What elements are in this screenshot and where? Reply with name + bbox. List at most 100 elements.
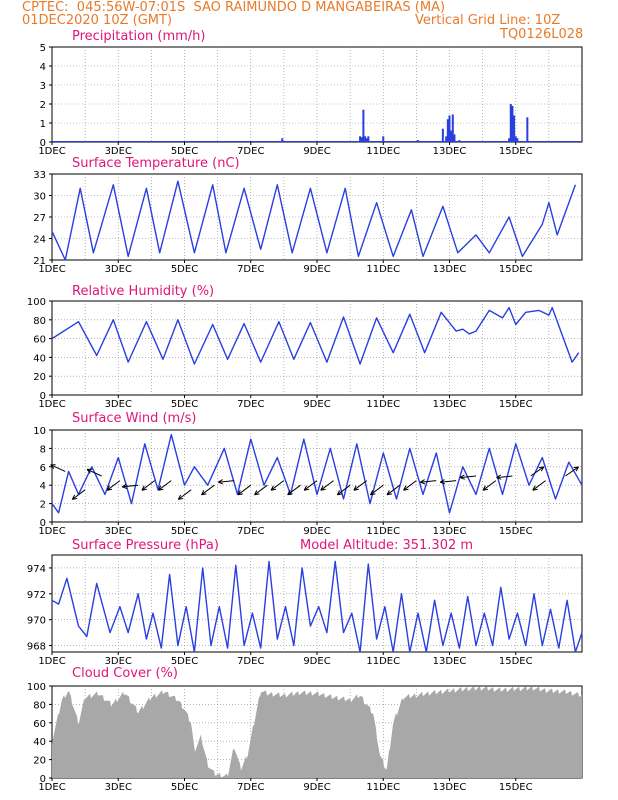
pressure-line [51,560,583,653]
wind-xtick-label: 5DEC [171,526,198,537]
rh-ytick-label: 0 [40,391,46,402]
wind-xtick-label: 3DEC [105,526,132,537]
precip-xtick-label: 5DEC [171,146,198,157]
precip-xtick-label: 11DEC [366,146,400,157]
precip-bar [451,114,454,142]
precip-ytick-label: 0 [40,138,46,149]
temp-xtick-label: 5DEC [171,264,198,275]
header-model-id: TQ0126L028 [500,27,584,42]
cloud-xtick-label: 9DEC [303,782,330,793]
cloud-xtick-label: 13DEC [433,782,467,793]
rh-ytick-label: 80 [33,316,46,327]
pressure-xtick-label: 15DEC [499,656,533,667]
temp-ytick-label: 30 [33,192,46,203]
header-location: CPTEC: 045:56W-07:01S SAO RAIMUNDO D MAN… [22,0,446,15]
wind-ytick-label: 10 [33,426,46,437]
wind-arrow [50,464,66,472]
precip-bar [382,136,385,142]
cloud-xtick-label: 5DEC [171,782,198,793]
rh-xtick-label: 9DEC [303,399,330,410]
precip-xtick-label: 7DEC [237,146,264,157]
precip-ytick-label: 5 [40,43,46,54]
precip-bar [359,136,362,142]
precip-title: Precipitation (mm/h) [72,29,205,44]
wind-arrow [177,489,192,500]
pressure-ytick-label: 968 [27,642,46,653]
wind-arrow [121,483,139,489]
pressure-ytick-label: 970 [27,616,46,627]
rh-ytick-label: 40 [33,353,46,364]
precip-bar [453,134,456,142]
wind-arrow [386,484,401,496]
precip-xtick-label: 3DEC [105,146,132,157]
header-date: 01DEC2020 10Z (GMT) [22,13,173,28]
cloud-ytick-label: 20 [33,756,46,767]
precip-bar [508,138,511,142]
wind-arrow [565,466,579,477]
temp-xtick-label: 9DEC [303,264,330,275]
wind-arrow [71,489,86,500]
cloud-ytick-label: 60 [33,719,46,730]
precip-xtick-label: 15DEC [499,146,533,157]
temp-xtick-label: 11DEC [366,264,400,275]
wind-arrow [482,480,497,491]
wind-xtick-label: 7DEC [237,526,264,537]
cloud-title: Cloud Cover (%) [72,666,178,681]
rh-title: Relative Humidity (%) [72,284,214,299]
wind-line [51,433,583,514]
wind-arrow [106,480,121,491]
wind-arrow [270,480,285,491]
rh-xtick-label: 11DEC [366,399,400,410]
wind-ytick-label: 0 [40,518,46,529]
rh-xtick-label: 15DEC [499,399,533,410]
wind-arrow [530,466,545,477]
precip-ytick-label: 2 [40,100,46,111]
precip-bar [450,130,453,142]
precip-bar [513,115,516,142]
wind-arrow [86,468,102,477]
precip-bar [516,138,519,142]
temp-title: Surface Temperature (nC) [72,156,240,171]
wind-arrow [287,484,301,496]
wind-arrow [158,480,172,491]
temp-xtick-label: 7DEC [237,264,264,275]
rh-xtick-label: 13DEC [433,399,467,410]
wind-title: Surface Wind (m/s) [72,411,196,426]
cloud-ytick-label: 0 [40,774,46,785]
wind-arrow [303,480,318,491]
cloud-xtick-label: 15DEC [499,782,533,793]
temp-ytick-label: 33 [33,170,46,181]
temp-xtick-label: 1DEC [38,264,65,275]
cloud-xtick-label: 7DEC [237,782,264,793]
precip-bar [364,136,367,142]
pressure-ytick-label: 974 [27,564,46,575]
cloud-ytick-label: 40 [33,737,46,748]
wind-arrow [403,480,417,491]
cloud-area [52,686,582,778]
cloud-panel [49,685,583,781]
cloud-xtick-label: 1DEC [38,782,65,793]
rh-xtick-label: 1DEC [38,399,65,410]
cloud-ytick-label: 80 [33,700,46,711]
rh-frame [51,300,583,396]
temp-line [51,180,577,261]
temp-xtick-label: 15DEC [499,264,533,275]
wind-ytick-label: 2 [40,500,46,511]
pressure-ytick-label: 972 [27,590,46,601]
wind-ytick-label: 4 [40,481,46,492]
header-grid-info: Vertical Grid Line: 10Z [415,13,561,28]
precip-bar [446,119,449,142]
pressure-title: Surface Pressure (hPa) [72,538,219,553]
wind-arrow [336,484,351,496]
pressure-panel [49,554,583,655]
precip-bar [511,105,514,142]
precip-frame [51,46,583,143]
precip-bar [448,115,451,142]
precip-bar [441,128,444,142]
temp-ytick-label: 27 [33,213,46,224]
rh-line [51,306,580,365]
wind-arrow [439,479,457,485]
wind-xtick-label: 13DEC [433,526,467,537]
cloud-xtick-label: 11DEC [366,782,400,793]
